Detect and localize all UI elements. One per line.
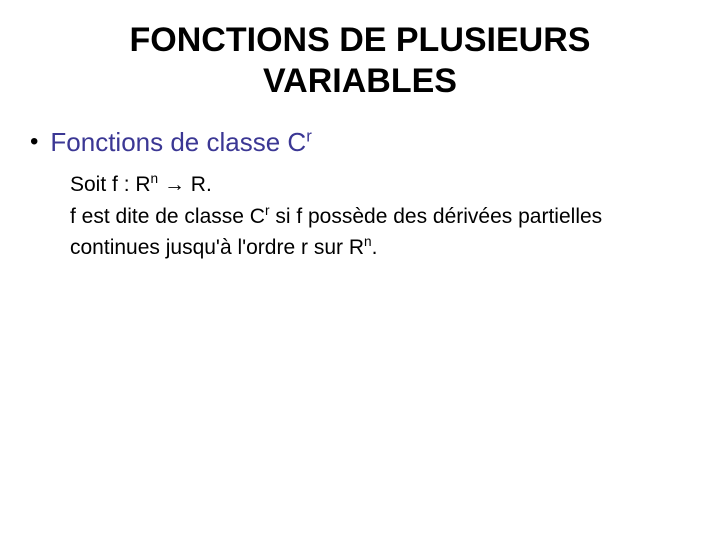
title-line-2: VARIABLES	[263, 62, 457, 100]
body-line-3: continues jusqu'à l'ordre r sur Rn.	[70, 234, 680, 261]
slide: FONCTIONS DE PLUSIEURS VARIABLES • Fonct…	[0, 0, 720, 540]
body-l3-sup: n	[364, 234, 372, 249]
bullet-item: • Fonctions de classe Cr	[30, 126, 680, 160]
body-l3-b: .	[372, 236, 378, 259]
body-l2-a: f est dite de classe C	[70, 205, 265, 228]
body-line-1: Soit f : Rn → R.	[70, 171, 680, 198]
body-text: Soit f : Rn → R. f est dite de classe Cr…	[70, 171, 680, 261]
slide-title: FONCTIONS DE PLUSIEURS VARIABLES	[40, 20, 680, 102]
bullet-prefix: Fonctions de classe C	[50, 127, 306, 157]
body-l1-b: → R.	[158, 173, 212, 196]
bullet-dot-icon: •	[30, 126, 38, 157]
bullet-superscript: r	[306, 126, 312, 145]
title-line-1: FONCTIONS DE PLUSIEURS	[130, 21, 591, 59]
body-l3-a: continues jusqu'à l'ordre r sur R	[70, 236, 364, 259]
body-l1-sup: n	[151, 171, 159, 186]
body-line-2: f est dite de classe Cr si f possède des…	[70, 203, 680, 230]
bullet-text: Fonctions de classe Cr	[50, 126, 311, 160]
body-l2-b: si f possède des dérivées partielles	[269, 205, 602, 228]
body-l1-a: Soit f : R	[70, 173, 151, 196]
